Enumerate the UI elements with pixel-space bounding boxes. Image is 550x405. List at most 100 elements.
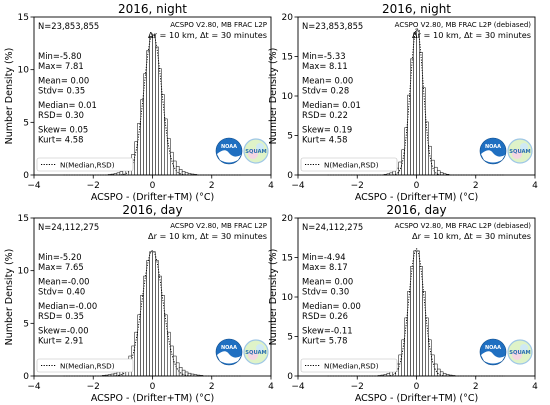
histogram-bar (146, 260, 150, 377)
histogram-bar (167, 138, 171, 176)
legend-frame (300, 157, 398, 172)
x-tick-label: −2 (87, 382, 100, 392)
histogram-bar (401, 339, 405, 377)
y-axis-label: Number Density (%) (268, 48, 279, 145)
histogram-bar (181, 369, 186, 377)
y-tick-label: 0 (23, 171, 29, 181)
legend-frame (300, 358, 398, 373)
y-tick-label: 10 (18, 66, 30, 76)
histogram-bar (407, 291, 411, 377)
y-tick-label: 0 (287, 372, 293, 382)
y-tick-label: 5 (287, 132, 293, 142)
x-axis-label: ACSPO - (Drifter+TM) (°C) (91, 192, 214, 203)
stat-line: Max= 8.17 (302, 262, 348, 272)
y-tick-label: 5 (287, 333, 293, 343)
histogram-bar (431, 354, 435, 377)
squam-logo-spot (512, 149, 522, 159)
squam-logo-spot (256, 344, 264, 352)
noaa-logo-wave (481, 150, 505, 163)
squam-logo: SQUAM (243, 339, 269, 365)
histogram-bar (164, 118, 168, 176)
y-tick-label: 10 (18, 267, 30, 277)
x-tick-label: −4 (27, 382, 41, 392)
x-tick-label: 4 (268, 382, 274, 392)
stat-line: Skew= 0.19 (302, 125, 352, 135)
x-tick-label: −2 (87, 181, 100, 191)
product-header: ACSPO V2.80, MB FRAC L2P (debiased) (395, 21, 532, 29)
histogram-bar (137, 122, 141, 176)
stat-line: Mean= 0.00 (302, 76, 353, 86)
histogram-bar (158, 275, 162, 377)
x-axis-label: ACSPO - (Drifter+TM) (°C) (355, 393, 478, 404)
histogram-bar (155, 46, 159, 176)
stat-line: RSD= 0.26 (302, 311, 348, 321)
squam-logo: SQUAM (507, 339, 533, 365)
sample-count: N=23,853,855 (302, 21, 363, 31)
squam-logo: SQUAM (507, 138, 533, 164)
histogram-bar (419, 266, 423, 377)
y-tick-label: 15 (282, 53, 293, 63)
x-tick-label: 0 (150, 382, 156, 392)
chart-panel-4: −4 −2 0 2 4 0 5 10 15 20 2016, day ACSPO - (Drifter… (268, 203, 538, 404)
noaa-logo-text: NOAA (485, 345, 501, 351)
stat-line: Max= 7.81 (38, 61, 84, 71)
squam-logo: SQUAM (243, 138, 269, 164)
x-tick-label: 2 (473, 181, 479, 191)
histogram-bar (140, 99, 144, 176)
legend-label: N(Median,RSD) (60, 362, 115, 371)
y-tick-label: 10 (282, 293, 294, 303)
sample-count: N=24,112,275 (302, 222, 363, 232)
histogram-bar (155, 260, 159, 377)
y-tick-label: 20 (282, 214, 294, 224)
x-tick-label: −2 (351, 382, 364, 392)
x-tick-label: 2 (209, 382, 215, 392)
legend: N(Median,RSD) (300, 157, 398, 172)
stat-line: Median=-0.00 (38, 301, 97, 311)
legend-label: N(Median,RSD) (60, 161, 115, 170)
stat-line: Kurt= 4.58 (302, 134, 347, 144)
noaa-logo-wave (481, 351, 505, 364)
noaa-logo: NOAA (215, 338, 243, 366)
product-header: ACSPO V2.80, MB FRAC L2P (170, 21, 267, 29)
histogram-bar (161, 295, 165, 377)
stat-line: Kurt= 2.91 (38, 335, 83, 345)
histogram-bar (425, 317, 429, 377)
stat-line: Min=-5.80 (38, 51, 82, 61)
y-tick-label: 5 (23, 118, 29, 128)
y-axis-label: Number Density (%) (4, 249, 15, 346)
squam-logo-text: SQUAM (509, 149, 530, 155)
histogram-bar (175, 362, 180, 377)
y-tick-label: 20 (282, 13, 294, 23)
stat-line: Skew=-0.11 (302, 326, 353, 336)
stat-line: Mean= 0.00 (38, 76, 89, 86)
histogram-bar (422, 87, 426, 176)
histogram-bar (143, 73, 147, 176)
stat-line: Median= 0.01 (302, 100, 361, 110)
histogram-bar (398, 354, 402, 377)
stat-line: RSD= 0.30 (38, 110, 84, 120)
noaa-logo: NOAA (479, 137, 507, 165)
histogram-bar (146, 50, 150, 176)
noaa-logo-text: NOAA (221, 144, 237, 150)
noaa-logo: NOAA (215, 137, 243, 165)
y-tick-label: 15 (18, 214, 29, 224)
stat-line: Stdv= 0.35 (38, 85, 85, 95)
histogram (383, 29, 450, 176)
y-axis-label: Number Density (%) (268, 249, 279, 346)
histogram-bar (149, 36, 153, 176)
histogram-bar (152, 251, 156, 377)
x-tick-label: 0 (414, 382, 420, 392)
y-tick-label: 15 (18, 13, 29, 23)
stat-line: Stdv= 0.30 (302, 286, 349, 296)
squam-logo-text: SQUAM (509, 350, 530, 356)
histogram-bar (404, 317, 408, 377)
chart-title: 2016, day (386, 203, 446, 217)
x-tick-label: 2 (209, 181, 215, 191)
legend: N(Median,RSD) (300, 358, 398, 373)
histogram-bar (410, 266, 414, 377)
histogram-bar (413, 32, 417, 176)
y-axis-label: Number Density (%) (4, 48, 15, 145)
y-tick-label: 5 (23, 319, 29, 329)
y-tick-label: 15 (282, 254, 293, 264)
chart-title: 2016, night (118, 2, 187, 16)
